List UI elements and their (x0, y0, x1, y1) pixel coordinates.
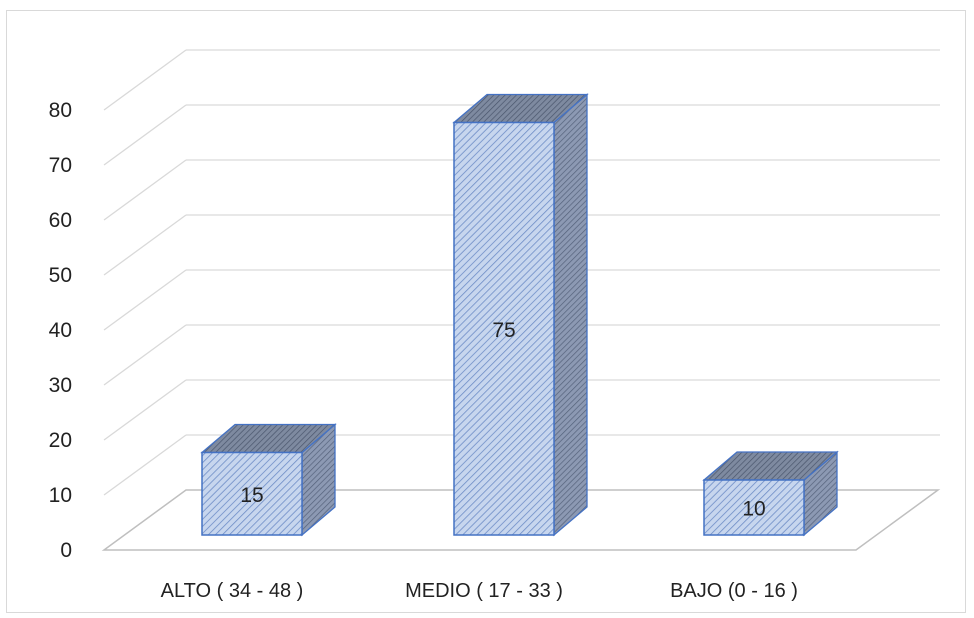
chart-floor (101, 489, 941, 551)
y-tick-label: 30 (49, 374, 72, 397)
side-gridline-40 (103, 269, 187, 331)
bar-front-face (453, 121, 555, 536)
bar-data-label: 75 (492, 319, 515, 342)
side-gridline-70 (103, 104, 187, 166)
y-tick-label: 0 (60, 539, 72, 562)
x-category-label: BAJO (0 - 16 ) (670, 580, 798, 602)
side-gridline-10 (103, 434, 187, 496)
bar-front-face (201, 451, 303, 536)
y-tick-label: 70 (49, 154, 72, 177)
bar-2 (452, 93, 589, 537)
labels: 15 ALTO ( 34 - 48 ) 75 MEDIO ( 17 - 33 ) 10 B… (161, 319, 798, 602)
bar-3 (702, 450, 839, 537)
x-category-label: MEDIO ( 17 - 33 ) (405, 580, 563, 602)
bar-data-label: 15 (240, 484, 263, 507)
bar-1 (200, 423, 337, 537)
side-gridline-50 (103, 214, 187, 276)
bar-side-face (553, 93, 588, 537)
y-tick-label: 10 (49, 484, 72, 507)
bars (200, 93, 839, 537)
x-category-label: ALTO ( 34 - 48 ) (161, 580, 304, 602)
bar-data-label: 10 (742, 498, 765, 521)
y-tick-label: 20 (49, 429, 72, 452)
y-axis: 0 10 20 30 40 50 60 70 80 (49, 99, 72, 562)
y-tick-label: 50 (49, 264, 72, 287)
side-gridline-30 (103, 324, 187, 386)
side-gridline-80 (103, 49, 187, 111)
bar-front-face (703, 479, 805, 536)
y-tick-label: 60 (49, 209, 72, 232)
y-tick-label: 80 (49, 99, 72, 122)
y-tick-label: 40 (49, 319, 72, 342)
side-gridline-60 (103, 159, 187, 221)
side-gridline-20 (103, 379, 187, 441)
